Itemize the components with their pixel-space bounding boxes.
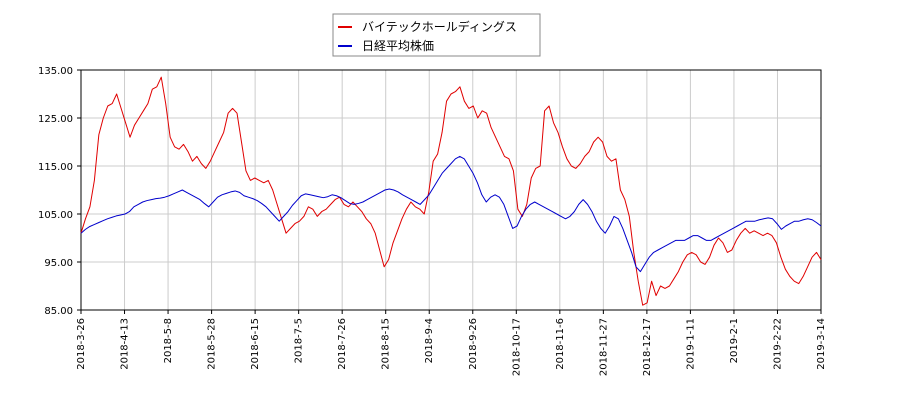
x-tick-label: 2019-2-1 <box>729 318 740 363</box>
legend-box <box>332 13 541 57</box>
x-tick-label: 2018-4-13 <box>120 318 131 370</box>
x-tick-label: 2018-8-15 <box>381 318 392 370</box>
grid <box>80 69 822 311</box>
legend-label-series-1: バイテックホールディングス <box>362 19 517 34</box>
x-tick-label: 2018-5-28 <box>207 318 218 370</box>
x-tick-label: 2018-9-4 <box>424 318 435 363</box>
y-tick-label: 125.00 <box>38 114 73 125</box>
y-tick-label: 105.00 <box>38 210 73 221</box>
x-tick-label: 2018-7-5 <box>294 318 305 363</box>
x-tick-label: 2018-9-26 <box>468 318 479 370</box>
x-tick-label: 2018-11-27 <box>598 318 609 376</box>
x-tick-label: 2018-11-6 <box>555 318 566 370</box>
y-tick-label: 135.00 <box>38 66 73 77</box>
y-tick-label: 95.00 <box>44 258 73 269</box>
axes: 135.00 125.00 115.00 105.00 95.00 85.002018-3… <box>38 66 827 376</box>
legend-label-series-2: 日経平均株価 <box>362 38 434 53</box>
x-tick-label: 2018-7-26 <box>337 318 348 370</box>
legend: バイテックホールディングス 日経平均株価 <box>332 13 541 57</box>
x-tick-label: 2018-12-17 <box>642 318 653 376</box>
series-line-1 <box>80 76 822 306</box>
series-lines <box>80 76 822 306</box>
x-tick-label: 2018-5-8 <box>163 318 174 363</box>
plot-frame <box>80 69 822 311</box>
x-tick-label: 2018-10-17 <box>511 318 522 376</box>
series-line-2 <box>80 155 822 273</box>
x-tick-label: 2018-3-26 <box>76 318 87 370</box>
x-tick-label: 2019-3-14 <box>816 318 827 370</box>
x-tick-label: 2019-2-22 <box>772 318 783 370</box>
y-tick-label: 85.00 <box>44 306 73 317</box>
x-tick-label: 2018-6-15 <box>250 318 261 370</box>
x-tick-label: 2019-1-11 <box>685 318 696 370</box>
y-tick-label: 115.00 <box>38 162 73 173</box>
